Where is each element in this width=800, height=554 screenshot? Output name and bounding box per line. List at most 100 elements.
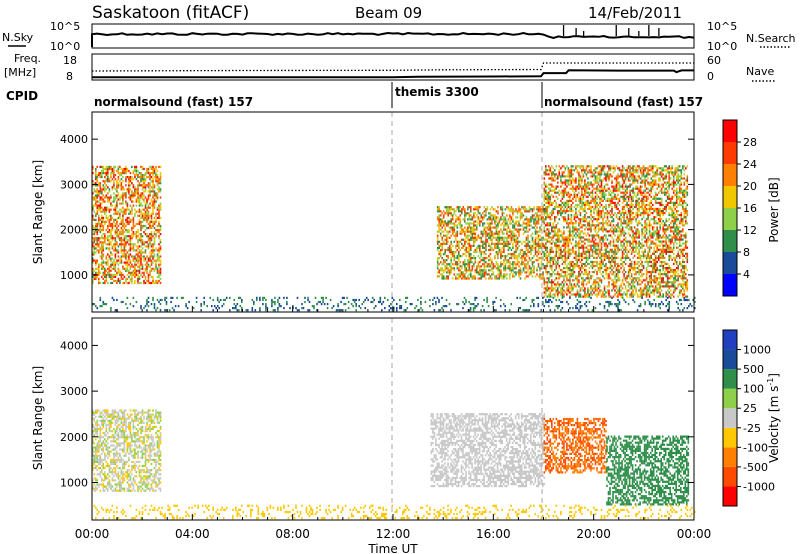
data-cell — [513, 238, 516, 241]
data-cell — [549, 295, 552, 298]
data-cell — [485, 210, 487, 213]
data-cell — [588, 295, 591, 298]
data-cell — [149, 265, 151, 268]
data-cell — [111, 237, 114, 240]
data-cell — [123, 192, 126, 195]
data-cell — [129, 188, 132, 191]
data-cell — [135, 200, 138, 203]
data-cell — [458, 255, 460, 258]
data-cell — [600, 197, 603, 200]
data-cell — [552, 250, 555, 253]
data-cell — [626, 244, 628, 247]
data-cell — [144, 251, 147, 254]
data-cell — [563, 171, 565, 174]
data-cell — [621, 173, 624, 176]
data-cell — [570, 269, 573, 272]
data-cell — [477, 271, 480, 274]
data-cell — [144, 202, 147, 205]
data-cell — [605, 207, 607, 211]
data-cell — [588, 262, 591, 266]
data-cell — [512, 232, 514, 235]
data-cell — [588, 187, 591, 190]
data-cell — [101, 192, 103, 195]
data-cell — [93, 247, 96, 250]
data-cell — [107, 259, 109, 262]
data-cell — [578, 252, 580, 255]
data-cell — [147, 275, 150, 278]
data-cell — [578, 250, 580, 253]
data-cell — [482, 257, 484, 260]
data-cell — [545, 246, 547, 249]
data-cell — [546, 214, 549, 217]
data-cell — [153, 200, 156, 203]
data-cell — [483, 222, 486, 225]
data-cell — [117, 259, 120, 262]
data-cell — [93, 196, 96, 199]
data-cell — [104, 208, 106, 211]
data-cell — [117, 210, 120, 213]
data-cell — [618, 189, 621, 192]
data-cell — [626, 203, 628, 207]
data-cell — [573, 234, 576, 237]
data-cell — [497, 230, 499, 233]
data-cell — [132, 194, 135, 197]
data-cell — [146, 206, 148, 209]
data-cell — [102, 224, 105, 228]
data-cell — [134, 279, 136, 283]
data-cell — [158, 224, 160, 228]
data-cell — [623, 275, 625, 278]
data-cell — [150, 243, 153, 246]
data-cell — [570, 171, 573, 174]
data-cell — [575, 210, 577, 213]
data-cell — [116, 235, 118, 238]
data-cell — [525, 255, 528, 258]
data-cell — [474, 234, 477, 237]
data-cell — [108, 167, 111, 171]
data-cell — [555, 277, 558, 280]
data-cell — [156, 184, 159, 187]
data-cell — [95, 222, 97, 226]
data-cell — [540, 208, 543, 211]
data-cell — [444, 226, 446, 229]
data-cell — [455, 224, 457, 227]
data-cell — [560, 273, 562, 276]
data-cell — [557, 191, 559, 194]
data-cell — [543, 295, 546, 298]
data-cell — [546, 246, 549, 249]
data-cell — [519, 224, 522, 227]
beam-label: Beam 09 — [355, 4, 422, 22]
data-cell — [122, 200, 124, 203]
data-cell — [612, 165, 615, 168]
data-cell — [458, 273, 460, 276]
data-cell — [618, 218, 621, 221]
data-cell — [474, 216, 477, 219]
data-cell — [506, 238, 508, 241]
data-cell — [134, 169, 136, 173]
data-cell — [536, 267, 538, 270]
data-cell — [141, 176, 144, 179]
data-cell — [453, 226, 456, 229]
data-cell — [531, 244, 534, 247]
data-cell — [477, 218, 480, 221]
data-cell — [599, 205, 601, 209]
data-cell — [600, 260, 603, 264]
data-cell — [483, 206, 486, 209]
data-cell — [606, 285, 609, 288]
data-cell — [110, 277, 112, 280]
data-cell — [140, 204, 142, 207]
data-cell — [624, 169, 627, 172]
data-cell — [491, 267, 493, 270]
data-cell — [522, 228, 525, 231]
data-cell — [436, 271, 439, 274]
data-cell — [578, 236, 580, 239]
data-cell — [501, 277, 504, 280]
data-cell — [153, 216, 156, 219]
data-cell — [101, 253, 103, 256]
data-cell — [525, 253, 528, 256]
data-cell — [143, 180, 145, 183]
data-cell — [447, 208, 449, 211]
data-cell — [551, 210, 553, 213]
data-cell — [483, 265, 486, 268]
data-cell — [569, 269, 571, 272]
data-cell — [578, 279, 580, 282]
